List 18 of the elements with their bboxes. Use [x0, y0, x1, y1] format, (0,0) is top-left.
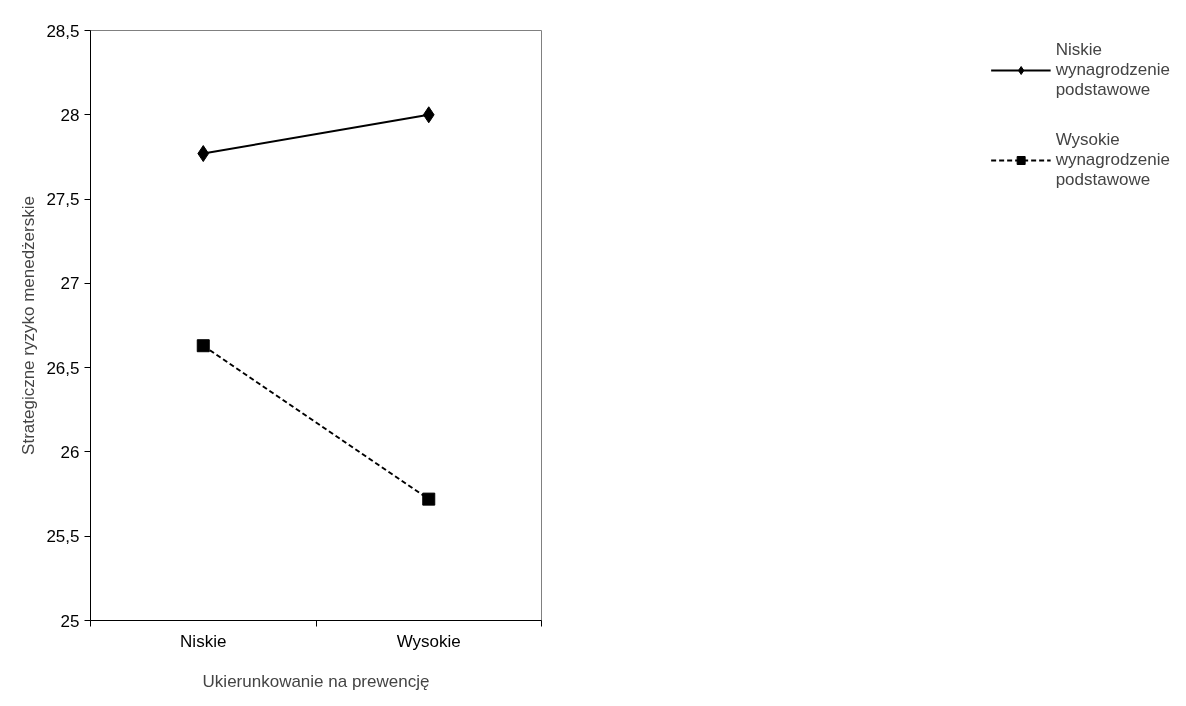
- legend-label: Wysokie wynagrodzenie podstawowe: [1055, 130, 1170, 190]
- x-axis-title: Ukierunkowanie na prewencję: [202, 671, 430, 691]
- x-tick-label: Wysokie: [396, 631, 461, 651]
- point: [196, 339, 210, 353]
- point: [422, 106, 435, 124]
- legend-label: Niskie wynagrodzenie podstawowe: [1055, 40, 1170, 100]
- y-tick-label: 27,5: [46, 190, 80, 210]
- y-tick-label: 26,5: [46, 358, 80, 378]
- point: [197, 145, 210, 163]
- y-axis-title: Strategiczne ryzyko menedżerskie: [19, 196, 39, 455]
- y-tick-label: 26: [60, 442, 80, 462]
- y-tick-label: 27: [60, 274, 80, 294]
- y-tick-label: 25: [60, 611, 80, 631]
- x-tick-label: Niskie: [180, 631, 227, 651]
- y-tick-label: 28: [60, 105, 80, 125]
- point: [422, 492, 436, 506]
- y-tick-label: 25,5: [46, 527, 80, 547]
- y-tick-label: 28,5: [46, 21, 80, 41]
